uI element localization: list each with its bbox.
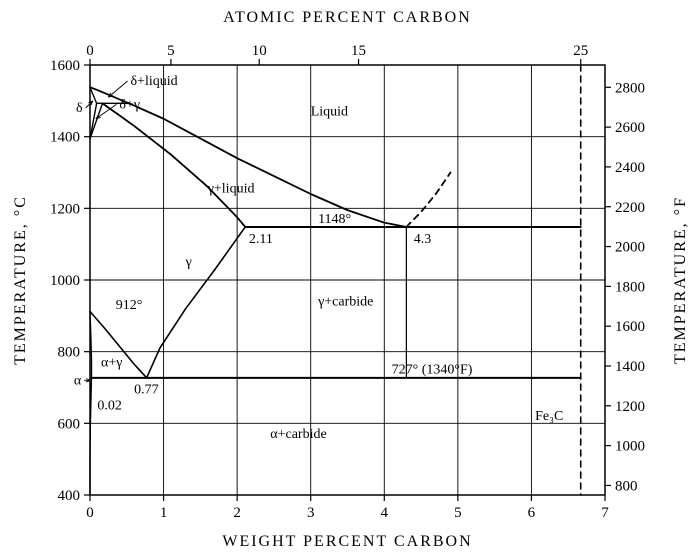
phase-label--liquid: γ+liquid: [207, 182, 255, 197]
yr-tick: 2800: [615, 80, 645, 96]
yl-tick: 1200: [50, 201, 80, 217]
yl-tick: 1600: [50, 58, 80, 74]
xt-tick: 0: [86, 43, 94, 59]
phase-label--: δ+γ: [119, 97, 140, 112]
yl-tick: 400: [58, 488, 81, 504]
phase-label-0-77: 0.77: [134, 382, 159, 397]
yl-tick: 1000: [50, 273, 80, 289]
xb-tick: 7: [601, 505, 609, 521]
yl-tick: 600: [58, 416, 81, 432]
xt-tick: 5: [167, 43, 175, 59]
xb-tick: 6: [528, 505, 536, 521]
phase-label-0-02: 0.02: [97, 398, 122, 413]
x-bottom-title: WEIGHT PERCENT CARBON: [222, 533, 472, 550]
phase-label--: α+γ: [101, 355, 122, 370]
background: [0, 0, 700, 558]
yr-tick: 2200: [615, 200, 645, 216]
yr-tick: 1000: [615, 439, 645, 455]
xb-tick: 2: [233, 505, 241, 521]
xb-tick: 5: [454, 505, 462, 521]
xt-tick: 25: [573, 43, 588, 59]
phase-label--: δ: [76, 101, 83, 116]
xb-tick: 1: [160, 505, 168, 521]
yr-tick: 2400: [615, 160, 645, 176]
x-top-title: ATOMIC PERCENT CARBON: [223, 9, 472, 26]
phase-label--carbide: γ+carbide: [317, 295, 373, 310]
phase-label--: α: [74, 373, 82, 388]
yr-tick: 2000: [615, 240, 645, 256]
xt-tick: 15: [351, 43, 366, 59]
phase-label-2-11: 2.11: [249, 232, 273, 247]
phase-label-912-: 912°: [116, 298, 143, 313]
phase-label--carbide: α+carbide: [270, 427, 326, 442]
phase-label--: γ: [185, 255, 192, 270]
yr-tick: 800: [615, 478, 638, 494]
yr-tick: 2600: [615, 120, 645, 136]
phase-label-4-3: 4.3: [414, 232, 432, 247]
phase-label-1148-: 1148°: [318, 212, 351, 227]
phase-label-Fe-C: Fe₃C: [535, 409, 563, 424]
yl-tick: 1400: [50, 130, 80, 146]
phase-diagram-container: { "canvas": { "w": 700, "h": 558 }, "plo…: [0, 0, 700, 558]
phase-label-727-1340-F-: 727° (1340°F): [392, 363, 473, 378]
yr-tick: 1600: [615, 319, 645, 335]
phase-label-Liquid: Liquid: [311, 105, 348, 120]
y-left-title: TEMPERATURE, °C: [12, 195, 29, 365]
phase-diagram-svg: 0 1 2 3 4 5 6 7 WEIGHT PERCENT CARBON 0 5 10 15 25 ATO…: [0, 0, 700, 558]
xt-tick: 10: [252, 43, 267, 59]
yl-tick: 800: [58, 345, 81, 361]
y-right-title: TEMPERATURE, °F: [672, 196, 689, 364]
phase-label--liquid: δ+liquid: [130, 74, 177, 89]
xb-tick: 4: [381, 505, 389, 521]
yr-tick: 1800: [615, 279, 645, 295]
xb-tick: 3: [307, 505, 315, 521]
xb-tick: 0: [86, 505, 94, 521]
yr-tick: 1400: [615, 359, 645, 375]
yr-tick: 1200: [615, 399, 645, 415]
